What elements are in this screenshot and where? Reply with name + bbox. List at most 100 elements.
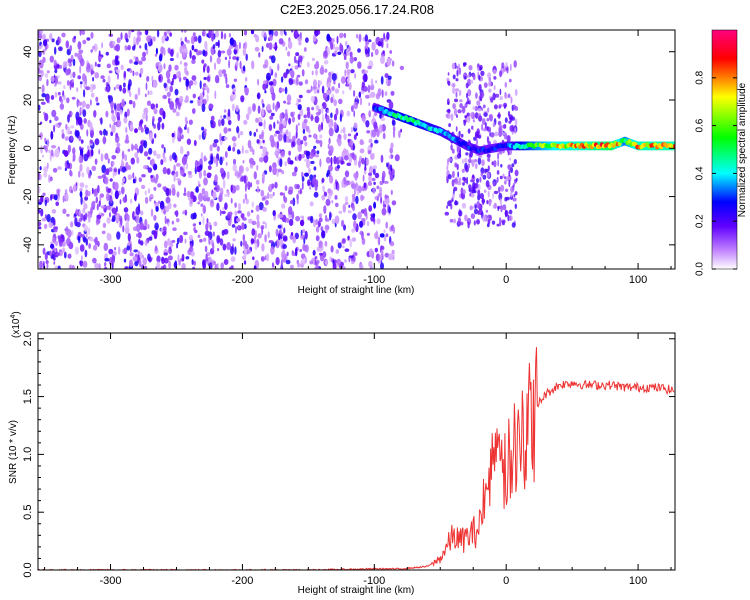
noise-mark xyxy=(72,58,76,67)
noise-mark xyxy=(466,112,470,117)
noise-mark xyxy=(147,188,151,194)
noise-mark xyxy=(212,242,215,252)
noise-mark xyxy=(196,166,201,173)
noise-mark xyxy=(504,188,509,192)
noise-mark xyxy=(325,198,331,206)
noise-mark xyxy=(230,184,233,193)
noise-mark xyxy=(215,158,219,167)
noise-mark xyxy=(66,80,70,86)
noise-mark xyxy=(155,103,159,109)
snr-ytick-label: 1.0 xyxy=(22,447,34,462)
noise-mark xyxy=(457,153,462,159)
noise-mark xyxy=(296,198,299,205)
noise-mark xyxy=(223,259,229,265)
noise-mark xyxy=(216,202,220,211)
noise-mark xyxy=(481,197,485,206)
noise-mark xyxy=(337,242,342,249)
noise-mark xyxy=(176,191,180,198)
noise-mark xyxy=(212,191,217,200)
noise-mark xyxy=(161,144,165,149)
noise-mark xyxy=(261,153,266,157)
noise-mark xyxy=(174,88,179,96)
noise-mark xyxy=(257,93,260,99)
noise-mark xyxy=(143,265,148,269)
noise-mark xyxy=(341,238,346,244)
noise-mark xyxy=(461,168,465,173)
noise-mark xyxy=(385,221,389,229)
noise-mark xyxy=(74,130,80,137)
noise-mark xyxy=(331,73,337,81)
spectrogram-xtick-label: -100 xyxy=(363,274,385,286)
noise-mark xyxy=(334,46,340,51)
noise-mark xyxy=(351,152,355,159)
noise-mark xyxy=(353,220,357,229)
noise-mark xyxy=(497,159,500,167)
noise-mark xyxy=(239,131,244,136)
noise-mark xyxy=(96,214,102,220)
noise-mark xyxy=(111,207,117,214)
noise-mark xyxy=(368,102,371,107)
noise-mark xyxy=(317,89,320,94)
noise-mark xyxy=(355,132,359,136)
snr-xlabel: Height of straight line (km) xyxy=(298,585,415,596)
noise-mark xyxy=(115,149,118,154)
noise-mark xyxy=(391,60,395,67)
noise-mark xyxy=(185,256,190,260)
noise-mark xyxy=(271,262,275,268)
noise-mark xyxy=(353,134,357,140)
noise-mark xyxy=(209,199,215,208)
noise-mark xyxy=(333,182,336,191)
noise-mark xyxy=(128,30,132,35)
noise-mark xyxy=(79,81,83,85)
noise-mark xyxy=(144,124,147,130)
snr-scale-label: (x10 xyxy=(11,318,22,338)
noise-mark xyxy=(321,194,326,201)
noise-mark xyxy=(50,243,55,249)
colorbar-tick-label: 0.2 xyxy=(695,214,706,228)
noise-mark xyxy=(235,184,240,191)
noise-mark xyxy=(455,78,459,82)
noise-mark xyxy=(211,259,214,268)
noise-mark xyxy=(244,149,249,154)
noise-mark xyxy=(448,123,451,128)
noise-mark xyxy=(245,77,248,82)
noise-mark xyxy=(307,179,311,187)
noise-mark xyxy=(44,252,48,261)
noise-mark xyxy=(153,108,158,115)
noise-mark xyxy=(65,69,70,76)
noise-mark xyxy=(163,252,168,256)
noise-mark xyxy=(492,92,496,101)
noise-mark xyxy=(78,49,84,54)
noise-mark xyxy=(343,133,347,141)
noise-mark xyxy=(46,79,49,87)
noise-mark xyxy=(389,50,393,54)
noise-mark xyxy=(231,136,237,142)
noise-mark xyxy=(482,128,487,132)
noise-mark xyxy=(384,91,388,96)
noise-mark xyxy=(274,30,279,37)
noise-mark xyxy=(321,230,326,239)
noise-mark xyxy=(462,176,466,181)
noise-mark xyxy=(324,68,328,73)
noise-mark xyxy=(336,164,341,169)
noise-mark xyxy=(167,97,171,104)
noise-mark xyxy=(365,41,370,45)
noise-mark xyxy=(458,89,462,97)
noise-mark xyxy=(49,119,52,124)
noise-mark xyxy=(335,202,339,208)
noise-mark xyxy=(302,135,307,142)
noise-mark xyxy=(295,247,298,257)
noise-mark xyxy=(449,218,454,223)
noise-mark xyxy=(379,114,382,119)
noise-mark xyxy=(262,139,265,144)
spectrogram-ytick-label: 0 xyxy=(22,145,34,151)
noise-mark xyxy=(114,182,119,191)
noise-mark xyxy=(122,177,126,183)
noise-mark xyxy=(104,261,107,267)
noise-mark xyxy=(313,219,316,228)
noise-mark xyxy=(54,265,58,269)
noise-mark xyxy=(123,207,129,213)
noise-mark xyxy=(264,234,267,243)
noise-mark xyxy=(57,189,60,197)
noise-mark xyxy=(110,101,115,109)
